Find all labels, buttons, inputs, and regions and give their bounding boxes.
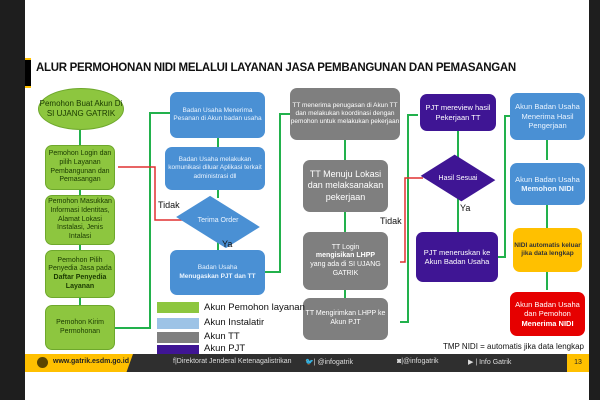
text-bold: mengisikan LHPP — [315, 252, 376, 260]
text: @infogatrik — [403, 358, 439, 365]
esdm-logo-icon — [37, 357, 48, 368]
legend-label: Akun TT — [204, 331, 240, 342]
label-tidak: Tidak — [158, 200, 180, 210]
footer-facebook[interactable]: f|Direktorat Jenderal Ketenagalistrikan — [173, 358, 292, 365]
label-ya: Ya — [222, 239, 233, 249]
text: yang ada di SI UJANG GATRIK — [310, 261, 381, 277]
bu-tugaskan-box: Badan Usaha Menugaskan PJT dan TT — [170, 250, 265, 295]
label-ya: Ya — [460, 203, 471, 213]
start-oval: Pemohon Buat Akun Di SI UJANG GATRIK — [38, 88, 124, 130]
red-arrows — [118, 166, 423, 263]
footer-youtube[interactable]: ▶ | Info Gatrik — [468, 358, 511, 366]
label-tidak: Tidak — [380, 216, 402, 226]
tt-menuju-box: TT Menuju Lokasi dan melaksanakan pekerj… — [303, 160, 388, 212]
page-number: 13 — [567, 354, 589, 372]
text-bold: Menugaskan PJT dan TT — [179, 272, 256, 280]
tt-terima-box: TT menerima penugasan di Akun TT dan mel… — [290, 88, 400, 140]
text: Direktorat Jenderal Ketenagalistrikan — [176, 358, 292, 365]
arrow — [115, 112, 170, 329]
text: TT Login — [331, 243, 360, 251]
legend-swatch-tt — [157, 332, 199, 343]
legend-label: Akun PJT — [204, 343, 246, 354]
text: Akun Badan Usaha — [515, 174, 580, 184]
slide-title: ALUR PERMOHONAN NIDI MELALUI LAYANAN JAS… — [36, 62, 516, 74]
green-arrows — [79, 112, 548, 329]
arrow-no-result — [400, 177, 423, 263]
hasil-sesuai-label: Hasil Sesuai — [438, 174, 478, 182]
pemohon-login-box: Pemohon Login dan pilih Layanan Pembangu… — [45, 145, 115, 190]
footer-left-band — [25, 354, 133, 372]
final-nidi-box: Akun Badan Usaha dan Pemohon Menerima NID… — [510, 292, 585, 336]
instagram-icon: ◙| — [397, 358, 404, 365]
bu-komunikasi-box: Badan Usaha melakukan komunikasi diluar … — [165, 147, 265, 190]
text: @infogatrik — [317, 359, 353, 366]
text: Akun Badan Usaha dan Pemohon — [515, 299, 580, 319]
legend-label: Akun Instalatir — [204, 317, 265, 328]
tt-login-box: TT Login mengisikan LHPP yang ada di SI UJ… — [303, 232, 388, 290]
arrow-no-order — [118, 166, 184, 221]
footer: www.gatrik.esdm.go.id f|Direktorat Jende… — [25, 354, 589, 372]
pemohon-pilih-box: Pemohon Pilih Penyedia Jasa pada Daftar P… — [45, 250, 115, 298]
pemohon-kirim-box: Pemohon Kirim Permohonan — [45, 305, 115, 350]
title-accent — [25, 58, 31, 88]
pemohon-masukkan-box: Pemohon Masukkan Informasi Identitas, Al… — [45, 195, 115, 245]
youtube-icon: ▶ | — [468, 359, 480, 366]
text: Badan Usaha — [197, 264, 238, 272]
arrow — [498, 115, 510, 258]
arrow — [400, 114, 418, 323]
text-bold: Menerima NIDI — [521, 318, 574, 328]
legend-swatch-pemohon — [157, 302, 199, 313]
terima-order-label: Terima Order — [197, 216, 239, 224]
text: Info Gatrik — [479, 359, 512, 366]
facebook-icon: f| — [173, 358, 177, 365]
nidi-auto-box: NIDI automatis keluar jika data lengkap — [513, 228, 582, 272]
legend-label: Akun Pemohon layanan — [204, 302, 305, 313]
text-bold: Daftar Penyedia Layanan — [53, 274, 107, 290]
bu-mohon-box: Akun Badan Usaha Memohon NIDI — [510, 163, 585, 205]
pjt-teruskan-box: PJT meneruskan ke Akun Badan Usaha — [416, 232, 498, 282]
footer-twitter[interactable]: 🐦| @infogatrik — [305, 358, 353, 366]
twitter-icon: 🐦| — [305, 359, 318, 366]
footer-instagram[interactable]: ◙|@infogatrik — [397, 358, 439, 365]
bu-terima-box: Badan Usaha Menerima Pesanan di Akun bad… — [170, 92, 265, 138]
pjt-review-box: PJT mereview hasil Pekerjaan TT — [420, 94, 496, 131]
tt-kirim-box: TT Mengirimkan LHPP ke Akun PJT — [303, 298, 388, 340]
text-bold: Memohon NIDI — [521, 184, 574, 193]
legend-swatch-instalatir — [157, 318, 199, 329]
footer-website[interactable]: www.gatrik.esdm.go.id — [53, 358, 129, 365]
legend-swatch-pjt — [157, 345, 199, 356]
text: Pemohon Pilih Penyedia Jasa pada — [48, 256, 112, 273]
tmp-note: TMP NIDI = automatis jika data lengkap — [442, 342, 584, 351]
bu-hasil-box: Akun Badan Usaha Menerima Hasil Pengerja… — [510, 93, 585, 140]
arrow — [265, 113, 290, 273]
